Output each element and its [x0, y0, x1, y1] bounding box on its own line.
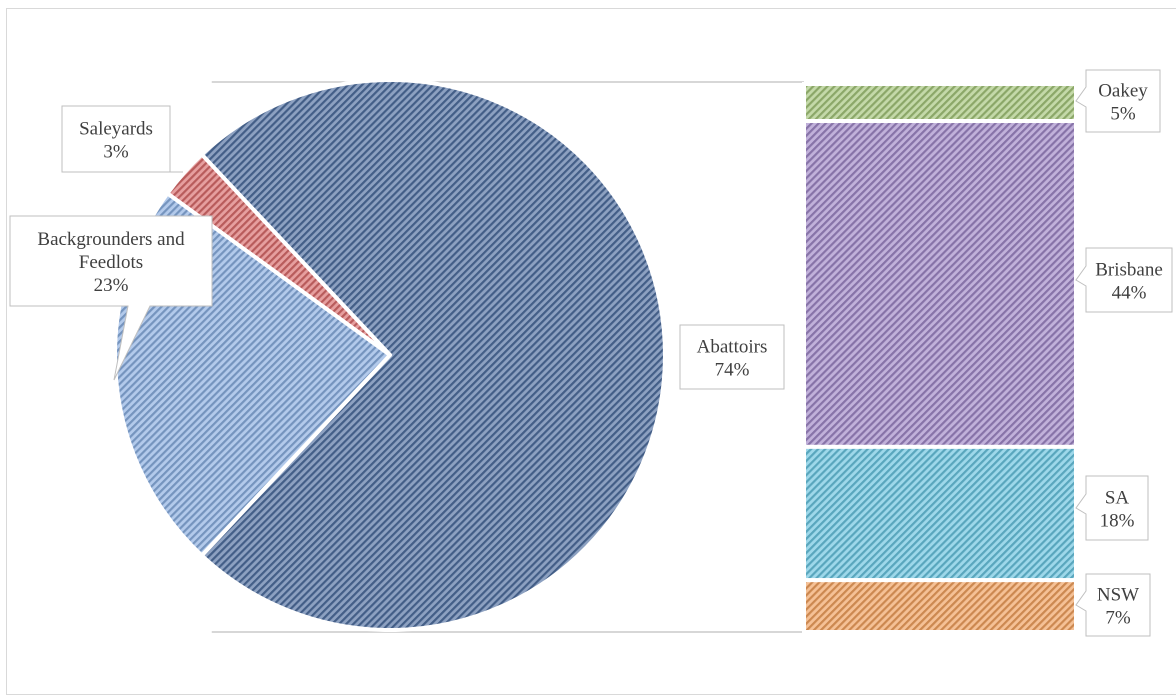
pie-slice-saleyards: [165, 152, 392, 357]
label-oakey-text-1: Oakey: [1098, 81, 1148, 102]
label-sa-text-1: SA: [1105, 488, 1130, 509]
label-saleyards-box: [61, 105, 183, 173]
label-sa-box: [1075, 475, 1149, 541]
label-backgrounders-and-feedlots-text-2: Feedlots: [79, 252, 143, 273]
label-saleyards-text-1: Saleyards: [79, 119, 153, 140]
bar-segment-nsw: [802, 578, 1078, 634]
label-nsw-box: [1075, 573, 1151, 637]
connector-lines: [211, 81, 804, 633]
pie-group: [113, 78, 667, 632]
pie-slice-abattoirs: [199, 78, 667, 632]
label-abattoirs-text-2: 74%: [715, 360, 750, 381]
label-brisbane-text-1: Brisbane: [1095, 260, 1163, 281]
label-backgrounders-and-feedlots-text-1: Backgrounders and: [37, 229, 185, 250]
bar-segment-brisbane: [802, 119, 1078, 449]
label-abattoirs-text-1: Abattoirs: [697, 337, 768, 358]
stacked-bar-group: [802, 82, 1078, 634]
label-nsw-text-1: NSW: [1097, 585, 1139, 606]
label-sa-text-2: 18%: [1100, 511, 1135, 532]
label-nsw-text-2: 7%: [1105, 608, 1131, 629]
label-backgrounders-and-feedlots-box: [9, 215, 213, 381]
label-oakey-text-2: 5%: [1110, 104, 1136, 125]
bar-segment-sa: [802, 444, 1078, 583]
bar-segment-oakey: [802, 82, 1078, 124]
label-backgrounders-and-feedlots-text-3: 23%: [94, 275, 129, 296]
label-brisbane-box: [1075, 247, 1173, 313]
chart-border: [6, 8, 1176, 695]
label-brisbane-text-2: 44%: [1112, 283, 1147, 304]
label-saleyards-text-2: 3%: [103, 142, 129, 163]
label-oakey-box: [1075, 69, 1161, 133]
label-abattoirs-box: [679, 324, 785, 390]
